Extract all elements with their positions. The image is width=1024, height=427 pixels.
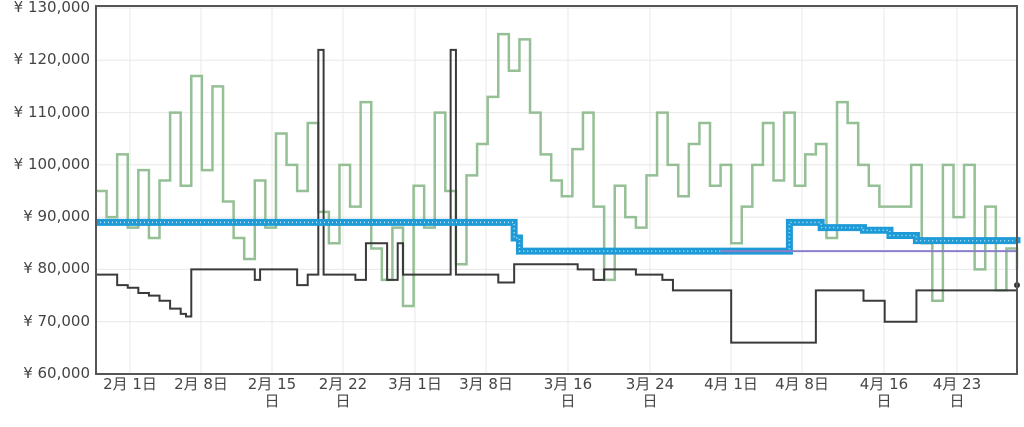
x-tick-label-line1: 3月 8日 xyxy=(459,375,513,393)
x-tick-label-line1: 2月 1日 xyxy=(103,375,157,393)
y-tick-label: ¥ 80,000 xyxy=(23,259,90,278)
x-tick-label: 4月 1日 xyxy=(704,376,758,393)
x-tick-label-line1: 2月 8日 xyxy=(174,375,228,393)
x-tick-label-line1: 4月 8日 xyxy=(775,375,829,393)
y-tick-label: ¥ 60,000 xyxy=(23,364,90,382)
black-step-price-line xyxy=(96,48,1018,344)
x-tick-label-line2: 日 xyxy=(560,392,576,410)
x-tick-label: 2月 8日 xyxy=(174,376,228,393)
x-tick-label-line2: 日 xyxy=(642,392,658,410)
x-tick-label-line2: 日 xyxy=(335,392,351,410)
y-tick-label: ¥ 120,000 xyxy=(13,50,90,69)
x-tick-label-line2: 日 xyxy=(264,392,280,410)
green-volatile-price-line xyxy=(96,32,1019,308)
x-tick-label-line2: 日 xyxy=(876,392,892,410)
y-tick-label: ¥ 130,000 xyxy=(13,0,90,16)
x-tick-label-line1: 3月 1日 xyxy=(388,375,442,393)
y-tick-label: ¥ 90,000 xyxy=(23,207,90,226)
x-tick-label: 2月 15 日 xyxy=(248,376,296,410)
x-tick-label: 3月 24 日 xyxy=(626,376,674,410)
y-tick-label: ¥ 70,000 xyxy=(23,311,90,330)
x-tick-label: 4月 16 日 xyxy=(860,376,908,410)
y-tick-label: ¥ 100,000 xyxy=(13,154,90,173)
x-tick-label: 4月 8日 xyxy=(775,376,829,393)
x-tick-label: 2月 1日 xyxy=(103,376,157,393)
x-tick-label-line1: 4月 23 xyxy=(932,375,982,393)
x-tick-label-line1: 3月 24 xyxy=(625,375,675,393)
plot-frame xyxy=(95,5,1018,375)
plot-series xyxy=(96,32,1021,344)
x-tick-label: 3月 16 日 xyxy=(544,376,592,410)
x-tick-label-line2: 日 xyxy=(949,392,965,410)
x-tick-label-line1: 4月 1日 xyxy=(704,375,758,393)
x-tick-label: 2月 22 日 xyxy=(319,376,367,410)
y-tick-label: ¥ 110,000 xyxy=(13,102,90,121)
x-tick-label: 3月 1日 xyxy=(388,376,442,393)
gridlines xyxy=(96,7,1017,375)
blue-marker-price-ticks xyxy=(96,221,1018,252)
x-tick-label-line1: 2月 15 xyxy=(247,375,297,393)
x-tick-label: 3月 8日 xyxy=(459,376,513,393)
x-tick-label-line1: 3月 16 xyxy=(543,375,593,393)
x-tick-label-line1: 2月 22 xyxy=(318,375,368,393)
x-tick-label: 4月 23 日 xyxy=(933,376,981,410)
x-tick-label-line1: 4月 16 xyxy=(859,375,909,393)
